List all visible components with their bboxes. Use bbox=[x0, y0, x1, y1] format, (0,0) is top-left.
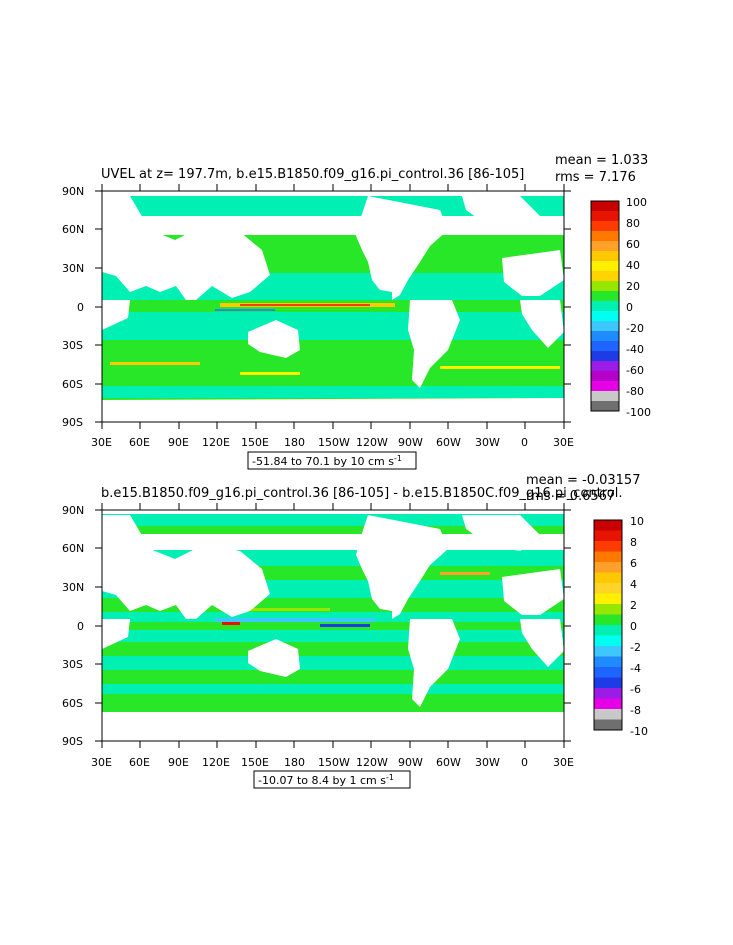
lon-label: 30E bbox=[553, 756, 574, 769]
panel-top-mean: mean = 1.033 bbox=[555, 153, 648, 168]
colorbar-label: -6 bbox=[630, 683, 641, 696]
lon-axis-top: 30E 60E 90E 120E 150E 180 150W 120W 90W … bbox=[91, 436, 574, 449]
lon-label: 120E bbox=[202, 436, 230, 449]
lon-label: 150E bbox=[241, 436, 269, 449]
panel-bottom-rms: rms = 0.6567 bbox=[526, 489, 615, 504]
lat-label: 90N bbox=[62, 504, 84, 517]
lon-axis-bottom: 30E 60E 90E 120E 150E 180 150W 120W 90W … bbox=[91, 756, 574, 769]
lon-label: 60E bbox=[129, 756, 150, 769]
colorbar-label: -20 bbox=[626, 322, 644, 335]
lat-label: 60S bbox=[62, 378, 83, 391]
colorbar-label: -8 bbox=[630, 704, 641, 717]
colorbar-label: 0 bbox=[630, 620, 637, 633]
lat-label: 60N bbox=[62, 542, 84, 555]
lon-label: 60W bbox=[436, 436, 461, 449]
colorbar-label: 10 bbox=[630, 515, 644, 528]
lon-label: 180 bbox=[284, 436, 305, 449]
panel-bottom: b.e15.B1850.f09_g16.pi_control.36 [86-10… bbox=[62, 473, 648, 789]
svg-text:-10.07 to 8.4 by 1 cm s-1: -10.07 to 8.4 by 1 cm s-1 bbox=[258, 773, 394, 787]
colorbar-label: -2 bbox=[630, 641, 641, 654]
lat-label: 30S bbox=[62, 658, 83, 671]
lat-label: 30N bbox=[62, 262, 84, 275]
range-label: -10.07 to 8.4 by 1 cm s bbox=[258, 774, 386, 787]
colorbar-label: -100 bbox=[626, 406, 651, 419]
lon-label: 150E bbox=[241, 756, 269, 769]
colorbar-label: 8 bbox=[630, 536, 637, 549]
lon-label: 30W bbox=[475, 756, 500, 769]
lat-axis-top: 90N 60N 30N 0 30S 60S 90S bbox=[62, 185, 84, 429]
lon-label: 90E bbox=[168, 436, 189, 449]
range-box-bottom: -10.07 to 8.4 by 1 cm s-1 bbox=[253, 770, 411, 789]
lon-label: 30E bbox=[91, 756, 112, 769]
range-unit-sup: -1 bbox=[386, 773, 394, 782]
lon-label: 30W bbox=[475, 436, 500, 449]
lon-label: 0 bbox=[521, 436, 528, 449]
colorbar-label: 20 bbox=[626, 280, 640, 293]
lon-label: 120E bbox=[202, 756, 230, 769]
panel-top-title: UVEL at z= 197.7m, b.e15.B1850.f09_g16.p… bbox=[101, 167, 524, 182]
colorbar-top: 100 80 60 40 20 0 -20 -40 -60 -80 -100 bbox=[590, 196, 651, 419]
colorbar-label: 40 bbox=[626, 259, 640, 272]
lat-label: 90S bbox=[62, 735, 83, 748]
range-label: -51.84 to 70.1 by 10 cm s bbox=[252, 455, 394, 468]
panel-top-rms: rms = 7.176 bbox=[555, 170, 636, 185]
colorbar-label: 60 bbox=[626, 238, 640, 251]
colorbar-label: -4 bbox=[630, 662, 641, 675]
lat-axis-bottom: 90N 60N 30N 0 30S 60S 90S bbox=[62, 504, 84, 748]
panel-top: UVEL at z= 197.7m, b.e15.B1850.f09_g16.p… bbox=[62, 153, 651, 470]
lat-label: 60N bbox=[62, 223, 84, 236]
lon-label: 60E bbox=[129, 436, 150, 449]
colorbar-label: -60 bbox=[626, 364, 644, 377]
lon-label: 0 bbox=[521, 756, 528, 769]
panel-bottom-mean: mean = -0.03157 bbox=[526, 473, 640, 488]
lat-label: 0 bbox=[77, 620, 84, 633]
map-bottom bbox=[101, 509, 565, 742]
lon-label: 120W bbox=[356, 756, 388, 769]
lat-label: 30N bbox=[62, 581, 84, 594]
panel-bottom-title: b.e15.B1850.f09_g16.pi_control.36 [86-10… bbox=[101, 486, 623, 501]
lat-label: 60S bbox=[62, 697, 83, 710]
lon-label: 90W bbox=[398, 756, 423, 769]
colorbar-label: 100 bbox=[626, 196, 647, 209]
map-top bbox=[101, 190, 565, 423]
svg-text:-51.84 to 70.1 by 10 cm s-1: -51.84 to 70.1 by 10 cm s-1 bbox=[252, 454, 402, 468]
lon-label: 180 bbox=[284, 756, 305, 769]
lon-label: 30E bbox=[91, 436, 112, 449]
lon-label: 90E bbox=[168, 756, 189, 769]
lat-label: 30S bbox=[62, 339, 83, 352]
range-box-top: -51.84 to 70.1 by 10 cm s-1 bbox=[247, 451, 417, 470]
colorbar-label: 2 bbox=[630, 599, 637, 612]
lat-label: 90S bbox=[62, 416, 83, 429]
colorbar-label: -80 bbox=[626, 385, 644, 398]
colorbar-label: 0 bbox=[626, 301, 633, 314]
colorbar-label: -40 bbox=[626, 343, 644, 356]
lon-label: 150W bbox=[318, 756, 350, 769]
colorbar-label: 80 bbox=[626, 217, 640, 230]
lon-label: 150W bbox=[318, 436, 350, 449]
lon-label: 120W bbox=[356, 436, 388, 449]
colorbar-bottom: 10 8 6 4 2 0 -2 -4 -6 -8 -10 bbox=[593, 515, 648, 738]
lon-label: 30E bbox=[553, 436, 574, 449]
colorbar-label: 4 bbox=[630, 578, 637, 591]
lat-label: 0 bbox=[77, 301, 84, 314]
range-unit-sup: -1 bbox=[394, 454, 402, 463]
lon-label: 60W bbox=[436, 756, 461, 769]
colorbar-label: 6 bbox=[630, 557, 637, 570]
lat-label: 90N bbox=[62, 185, 84, 198]
lon-label: 90W bbox=[398, 436, 423, 449]
colorbar-label: -10 bbox=[630, 725, 648, 738]
